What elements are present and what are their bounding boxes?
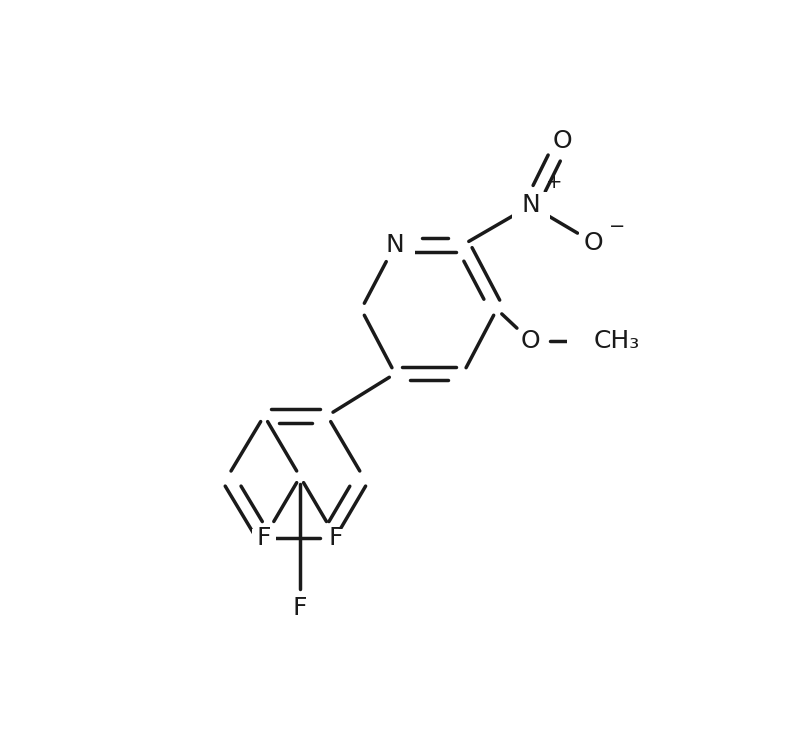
Text: O: O xyxy=(520,329,540,353)
Text: O: O xyxy=(552,129,572,153)
FancyBboxPatch shape xyxy=(566,322,620,360)
FancyBboxPatch shape xyxy=(516,331,545,352)
Text: F: F xyxy=(292,596,307,619)
FancyBboxPatch shape xyxy=(287,599,312,616)
FancyBboxPatch shape xyxy=(578,232,608,253)
Text: CH₃: CH₃ xyxy=(593,329,639,353)
Text: F: F xyxy=(257,526,271,550)
Text: +: + xyxy=(545,173,561,192)
Text: N: N xyxy=(520,193,540,218)
Text: F: F xyxy=(328,526,343,550)
FancyBboxPatch shape xyxy=(512,192,549,219)
FancyBboxPatch shape xyxy=(251,529,276,546)
FancyBboxPatch shape xyxy=(324,529,348,546)
Text: O: O xyxy=(583,231,603,255)
Text: −: − xyxy=(608,217,625,236)
Text: N: N xyxy=(385,233,404,257)
FancyBboxPatch shape xyxy=(547,130,577,152)
FancyBboxPatch shape xyxy=(374,231,415,259)
